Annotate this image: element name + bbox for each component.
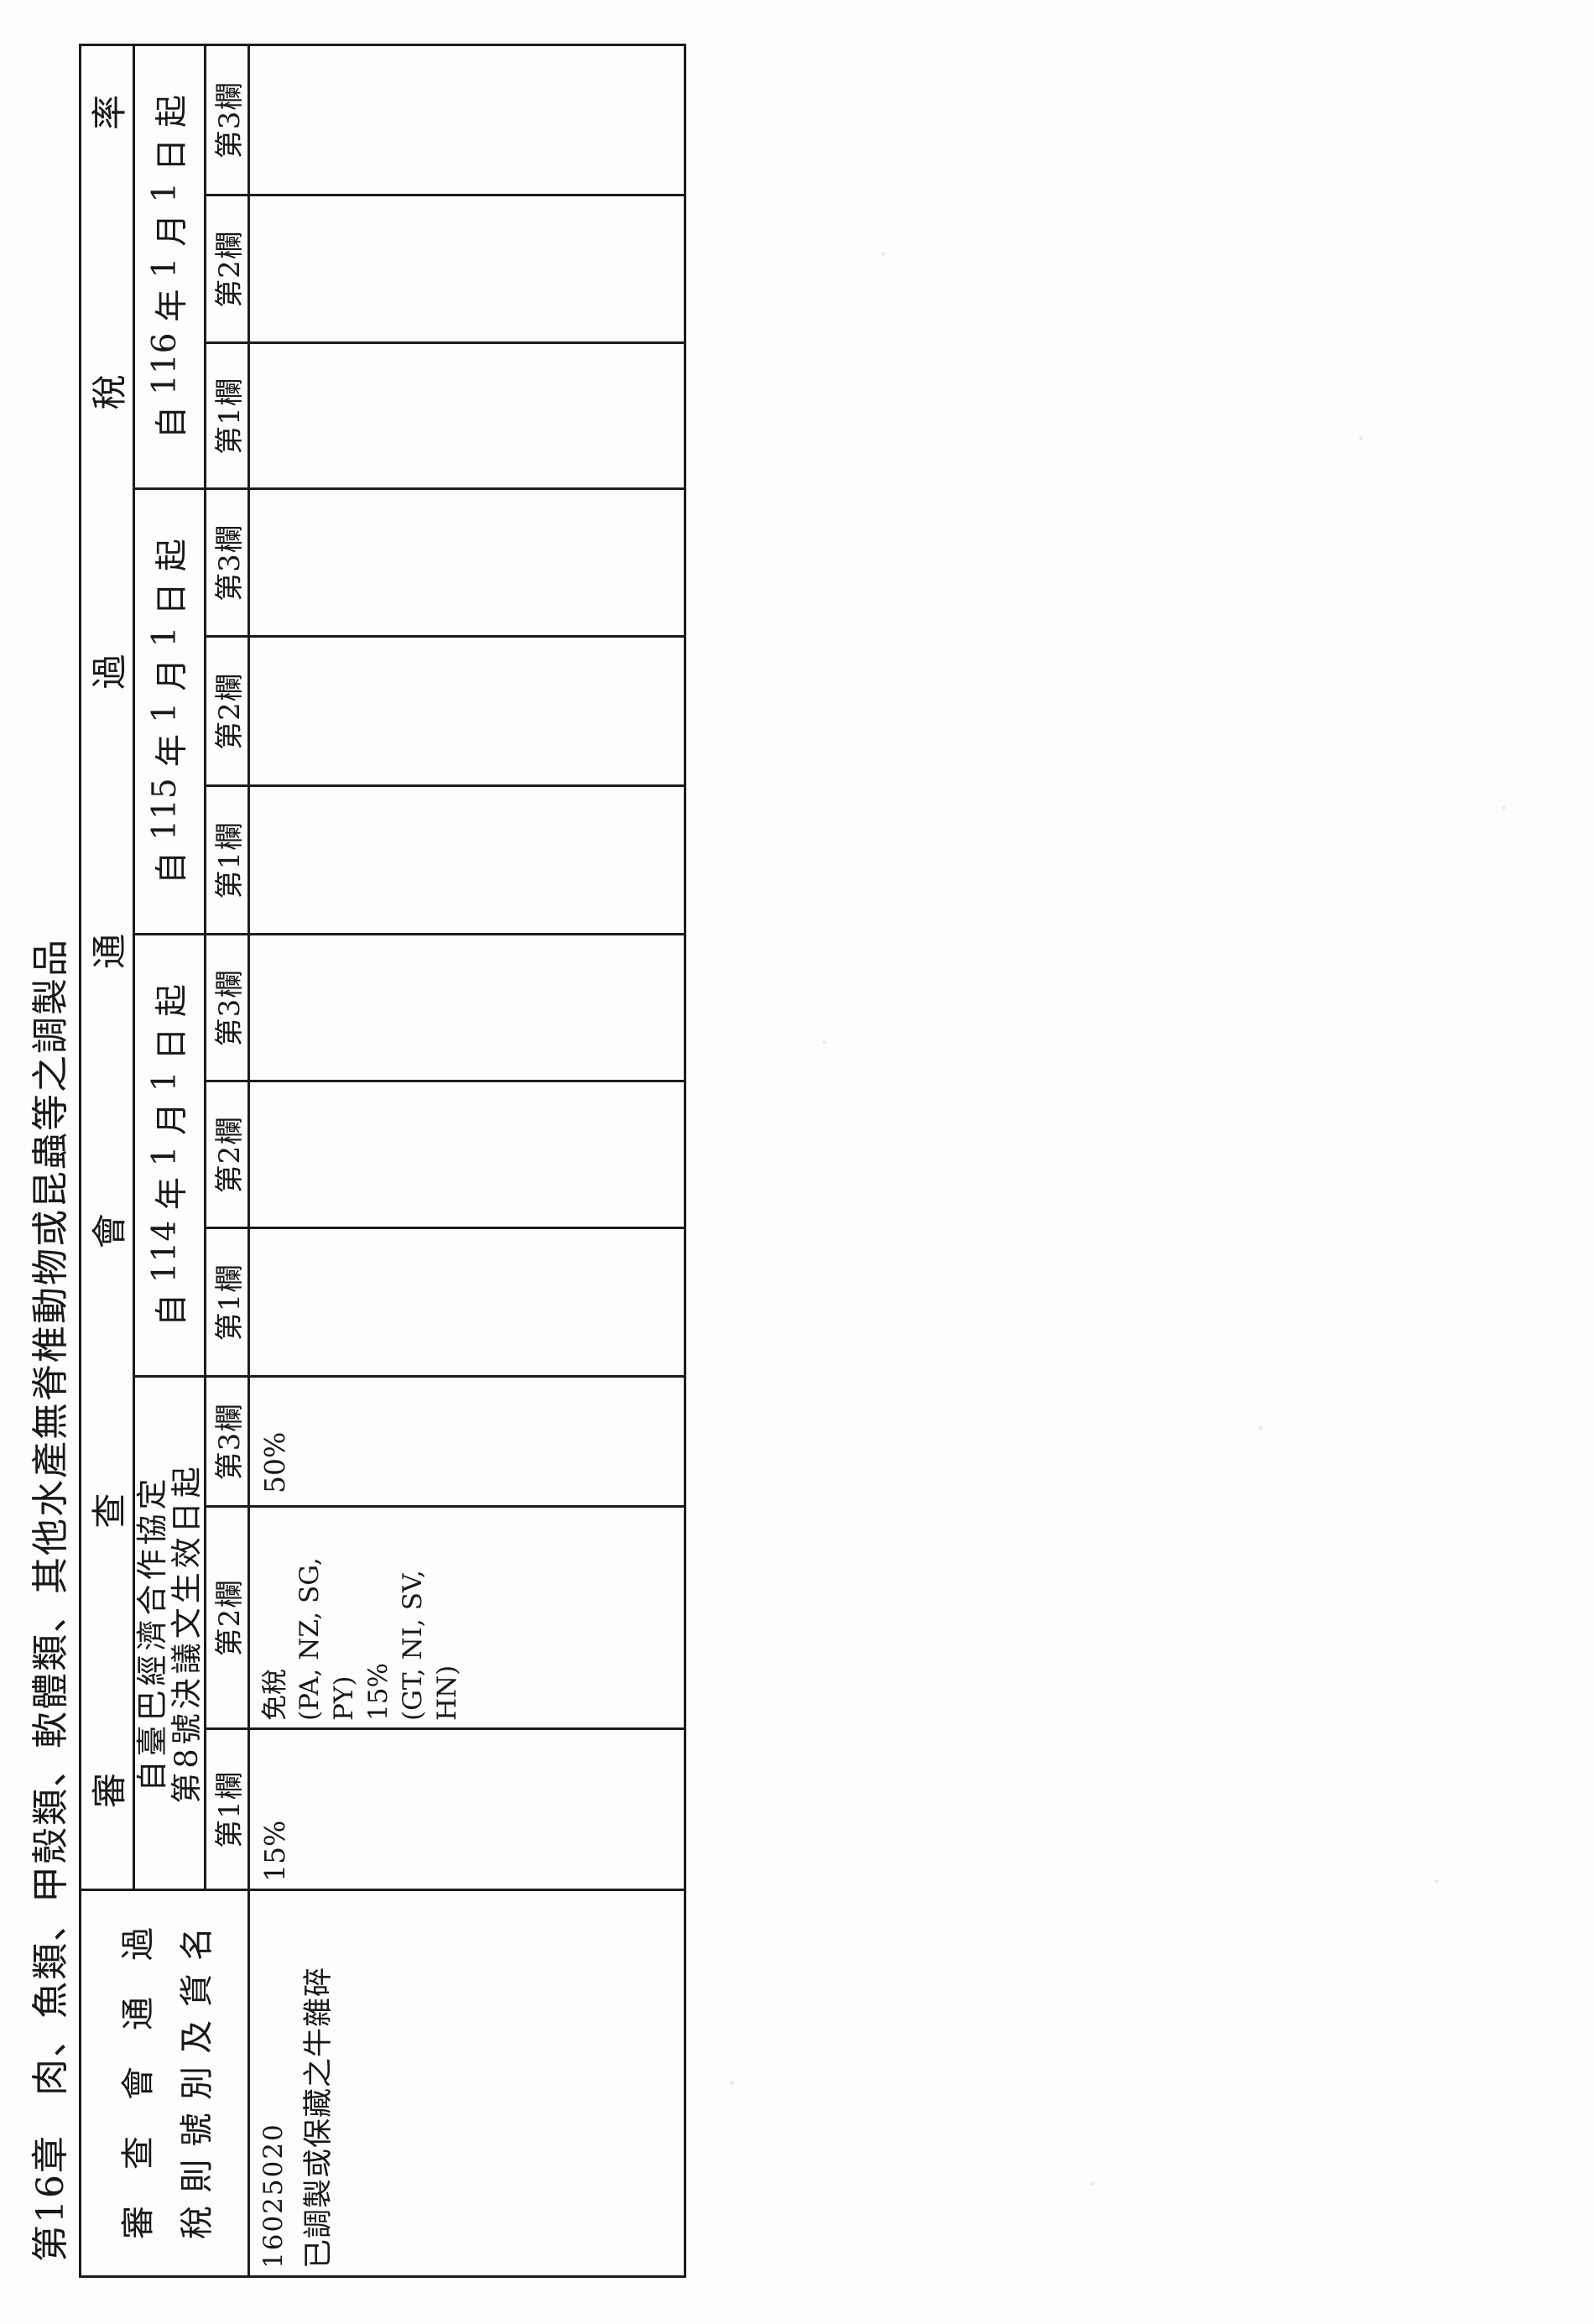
tariff-item-cell: 16025020 已調製或保藏之牛雜碎: [248, 1889, 685, 2277]
rate-cell-115-col2: [248, 636, 685, 786]
rate-cell-115-col1: [248, 785, 685, 935]
col-label-114-2: 第2欄: [205, 1081, 249, 1228]
col-label-114-1: 第1欄: [205, 1227, 249, 1377]
rate-cell-115-col3: [248, 488, 685, 637]
scan-speckle: [1359, 436, 1363, 440]
rate-cell-agreement-col1: 15%: [248, 1728, 685, 1890]
item-column-header: 審查會通過 稅則號別及貨名: [111, 1891, 218, 2275]
group-header-agreement-line1: 自臺巴經濟合作協定: [134, 1474, 170, 1792]
rate-cell-agreement-col3: 50%: [248, 1376, 685, 1507]
tariff-goods-name: 已調製或保藏之牛雜碎: [302, 1966, 336, 2269]
rate-cell-114-col2: [248, 1081, 685, 1228]
scan-speckle: [1091, 2181, 1095, 2186]
col-label-116-3: 第3欄: [205, 44, 249, 195]
col-label-agreement-3: 第3欄: [205, 1376, 249, 1507]
rate-cell-116-col3: [248, 44, 685, 195]
rate-cell-116-col1: [248, 342, 685, 489]
group-header-114: 自 114 年 1 月 1 日起: [133, 934, 206, 1377]
rate-header-row: 審查會通過 稅則號別及貨名 審查會通過稅率: [80, 44, 249, 2277]
scan-speckle: [822, 1040, 826, 1045]
scan-speckle: [1258, 1426, 1263, 1430]
col-label-agreement-2: 第2欄: [205, 1506, 249, 1729]
chapter-title: 第16章 肉、魚類、甲殼類、軟體類、其他水產無脊椎動物或昆蟲等之調製品: [29, 938, 72, 2262]
tariff-review-table: 審查會通過 稅則號別及貨名 審查會通過稅率 自臺巴經濟合作協定 第8號決議文生效…: [79, 44, 686, 2278]
tariff-line-row: 16025020 已調製或保藏之牛雜碎 15% 免稅 (PA, NZ, SG, PY…: [248, 44, 685, 2277]
group-header-116: 自 116 年 1 月 1 日起: [133, 44, 206, 489]
rate-cell-agreement-col2: 免稅 (PA, NZ, SG, PY) 15% (GT, NI, SV, HN): [248, 1506, 685, 1729]
rate-cell-114-col1: [248, 1227, 685, 1377]
scan-speckle: [1435, 1879, 1439, 1884]
col-label-115-1: 第1欄: [205, 785, 249, 935]
col-label-116-1: 第1欄: [205, 342, 249, 489]
tariff-code: 16025020: [258, 2123, 289, 2269]
item-column-header-cell: 審查會通過 稅則號別及貨名: [80, 1889, 249, 2277]
scan-speckle: [1502, 805, 1506, 810]
group-header-116-label: 自 116 年 1 月 1 日起: [146, 94, 191, 439]
group-header-115-label: 自 115 年 1 月 1 日起: [146, 539, 191, 884]
rate-cell-114-col3: [248, 934, 685, 1081]
group-header-agreement: 自臺巴經濟合作協定 第8號決議文生效日起: [133, 1376, 206, 1890]
scan-speckle: [881, 252, 885, 256]
rate-cell-116-col2: [248, 195, 685, 343]
col-label-115-2: 第2欄: [205, 636, 249, 786]
col-label-agreement-1: 第1欄: [205, 1728, 249, 1890]
col-label-115-3: 第3欄: [205, 488, 249, 637]
rate-header-cell: 審查會通過稅率: [80, 44, 134, 1890]
item-header-line2: 稅則號別及貨名: [178, 1927, 216, 2239]
scan-speckle: [730, 2081, 734, 2085]
group-header-114-label: 自 114 年 1 月 1 日起: [146, 984, 191, 1326]
col-label-116-2: 第2欄: [205, 195, 249, 343]
rate-header-label: 審查會通過稅率: [89, 94, 130, 1808]
group-header-agreement-line2: 第8號決議文生效日起: [169, 1462, 205, 1804]
group-header-115: 自 115 年 1 月 1 日起: [133, 488, 206, 935]
item-header-line1: 審查會通過: [119, 1927, 158, 2239]
col-label-114-3: 第3欄: [205, 934, 249, 1081]
